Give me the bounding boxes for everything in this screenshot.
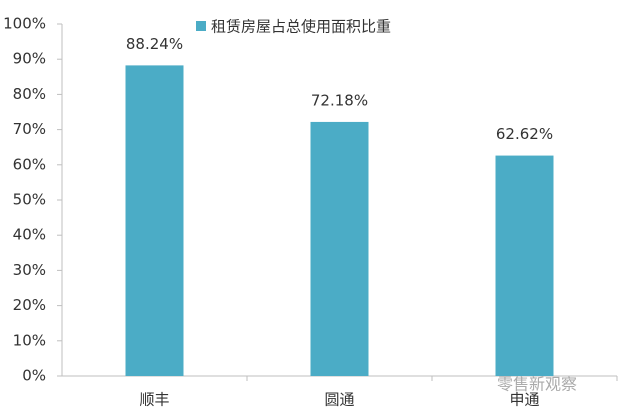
watermark: 零售新观察 <box>497 375 577 394</box>
value-label: 72.18% <box>311 91 368 109</box>
y-tick-label: 0% <box>22 367 46 385</box>
x-tick-label: 圆通 <box>324 391 354 409</box>
bar <box>495 155 554 376</box>
value-label: 88.24% <box>126 35 183 53</box>
bar <box>125 65 184 376</box>
bar <box>310 121 369 377</box>
legend-swatch <box>196 21 206 31</box>
y-tick-label: 80% <box>13 85 46 103</box>
y-tick-label: 50% <box>13 191 46 209</box>
y-tick-label: 60% <box>13 155 46 173</box>
y-tick-label: 100% <box>3 15 46 33</box>
legend-label: 租赁房屋占总使用面积比重 <box>211 18 391 36</box>
x-tick-label: 申通 <box>509 391 539 409</box>
value-label: 62.62% <box>496 125 553 143</box>
x-tick-label: 顺丰 <box>139 391 169 409</box>
y-tick-label: 30% <box>13 261 46 279</box>
y-tick-label: 90% <box>13 50 46 68</box>
y-tick-label: 10% <box>13 331 46 349</box>
y-tick-label: 70% <box>13 120 46 138</box>
y-tick-label: 20% <box>13 296 46 314</box>
y-tick-label: 40% <box>13 226 46 244</box>
